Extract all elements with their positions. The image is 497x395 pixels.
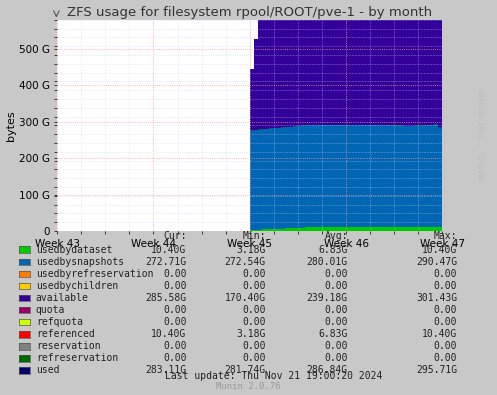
Text: 290.47G: 290.47G <box>416 257 457 267</box>
Text: refreservation: refreservation <box>36 353 118 363</box>
Text: 3.18G: 3.18G <box>237 245 266 255</box>
Text: 0.00: 0.00 <box>163 353 186 363</box>
Text: 10.40G: 10.40G <box>151 329 186 339</box>
Text: 0.00: 0.00 <box>325 353 348 363</box>
Text: 0.00: 0.00 <box>434 269 457 279</box>
Text: 0.00: 0.00 <box>163 269 186 279</box>
Text: 10.40G: 10.40G <box>422 329 457 339</box>
Text: 170.40G: 170.40G <box>225 293 266 303</box>
Text: reservation: reservation <box>36 341 100 351</box>
Text: 0.00: 0.00 <box>434 317 457 327</box>
Text: 0.00: 0.00 <box>163 317 186 327</box>
Text: 272.54G: 272.54G <box>225 257 266 267</box>
Text: referenced: referenced <box>36 329 94 339</box>
Text: 0.00: 0.00 <box>325 269 348 279</box>
Text: 0.00: 0.00 <box>243 305 266 315</box>
Text: 6.83G: 6.83G <box>319 329 348 339</box>
Text: 0.00: 0.00 <box>325 281 348 291</box>
Text: refquota: refquota <box>36 317 83 327</box>
Text: usedbychildren: usedbychildren <box>36 281 118 291</box>
Text: 0.00: 0.00 <box>325 305 348 315</box>
Text: Min:: Min: <box>243 231 266 241</box>
Y-axis label: bytes: bytes <box>6 110 16 141</box>
Text: usedbysnapshots: usedbysnapshots <box>36 257 124 267</box>
Text: 286.84G: 286.84G <box>307 365 348 375</box>
Text: 285.58G: 285.58G <box>145 293 186 303</box>
Text: 6.83G: 6.83G <box>319 245 348 255</box>
Title: ZFS usage for filesystem rpool/ROOT/pve-1 - by month: ZFS usage for filesystem rpool/ROOT/pve-… <box>67 6 432 19</box>
Text: Max:: Max: <box>434 231 457 241</box>
Text: 3.18G: 3.18G <box>237 329 266 339</box>
Text: 239.18G: 239.18G <box>307 293 348 303</box>
Text: usedbyrefreservation: usedbyrefreservation <box>36 269 153 279</box>
Text: Last update: Thu Nov 21 19:00:20 2024: Last update: Thu Nov 21 19:00:20 2024 <box>165 371 382 381</box>
Text: 0.00: 0.00 <box>163 281 186 291</box>
Text: Cur:: Cur: <box>163 231 186 241</box>
Text: 0.00: 0.00 <box>163 305 186 315</box>
Text: 301.43G: 301.43G <box>416 293 457 303</box>
Text: 0.00: 0.00 <box>434 353 457 363</box>
Text: 0.00: 0.00 <box>243 353 266 363</box>
Text: 0.00: 0.00 <box>434 281 457 291</box>
Text: 0.00: 0.00 <box>243 341 266 351</box>
Text: 10.40G: 10.40G <box>151 245 186 255</box>
Text: 0.00: 0.00 <box>325 341 348 351</box>
Text: RRDTOOL / TOBI OETIKER: RRDTOOL / TOBI OETIKER <box>480 88 486 181</box>
Text: Munin 2.0.76: Munin 2.0.76 <box>216 382 281 391</box>
Text: 283.11G: 283.11G <box>145 365 186 375</box>
Text: usedbydataset: usedbydataset <box>36 245 112 255</box>
Text: 0.00: 0.00 <box>434 305 457 315</box>
Text: 0.00: 0.00 <box>243 317 266 327</box>
Text: 272.71G: 272.71G <box>145 257 186 267</box>
Text: 0.00: 0.00 <box>243 269 266 279</box>
Text: 0.00: 0.00 <box>434 341 457 351</box>
Text: used: used <box>36 365 59 375</box>
Text: 0.00: 0.00 <box>325 317 348 327</box>
Text: Avg:: Avg: <box>325 231 348 241</box>
Text: 295.71G: 295.71G <box>416 365 457 375</box>
Text: 281.74G: 281.74G <box>225 365 266 375</box>
Text: quota: quota <box>36 305 65 315</box>
Text: available: available <box>36 293 88 303</box>
Text: 280.01G: 280.01G <box>307 257 348 267</box>
Text: 0.00: 0.00 <box>163 341 186 351</box>
Text: 0.00: 0.00 <box>243 281 266 291</box>
Text: 10.40G: 10.40G <box>422 245 457 255</box>
